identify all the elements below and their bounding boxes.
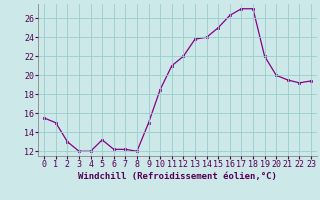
X-axis label: Windchill (Refroidissement éolien,°C): Windchill (Refroidissement éolien,°C): [78, 172, 277, 181]
